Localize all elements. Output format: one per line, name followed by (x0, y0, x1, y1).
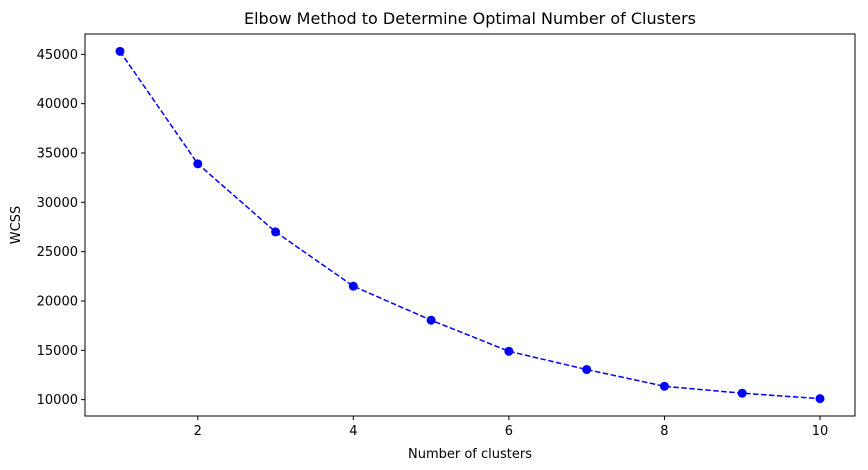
y-axis: 10000 15000 20000 25000 30000 35000 40000 45000 (37, 48, 85, 408)
x-tick-label: 6 (505, 424, 513, 439)
data-point (271, 227, 281, 237)
y-tick-label: 30000 (37, 196, 78, 211)
data-point (737, 388, 747, 398)
plot-area (115, 46, 825, 404)
x-tick-label: 8 (660, 424, 668, 439)
y-tick-label: 25000 (37, 245, 78, 260)
y-axis-label: WCSS (9, 206, 24, 244)
x-axis-label: Number of clusters (408, 447, 532, 462)
data-point (426, 315, 436, 325)
data-point (115, 46, 125, 56)
data-point (348, 281, 358, 291)
data-point (659, 381, 669, 391)
y-tick-label: 15000 (37, 344, 78, 359)
x-tick-label: 10 (812, 424, 829, 439)
y-tick-label: 40000 (37, 97, 78, 112)
y-tick-label: 20000 (37, 294, 78, 309)
data-point (504, 346, 514, 356)
y-tick-label: 45000 (37, 48, 78, 63)
plot-frame (84, 33, 856, 417)
y-tick-label: 35000 (37, 146, 78, 161)
series-line (119, 50, 821, 400)
y-tick-label: 10000 (37, 393, 78, 408)
data-point (582, 365, 592, 375)
x-axis: 2 4 6 8 10 (194, 416, 829, 439)
chart-title: Elbow Method to Determine Optimal Number… (244, 9, 696, 28)
data-point (815, 394, 825, 404)
x-tick-label: 4 (349, 424, 357, 439)
x-tick-label: 2 (194, 424, 202, 439)
data-point (193, 159, 203, 169)
